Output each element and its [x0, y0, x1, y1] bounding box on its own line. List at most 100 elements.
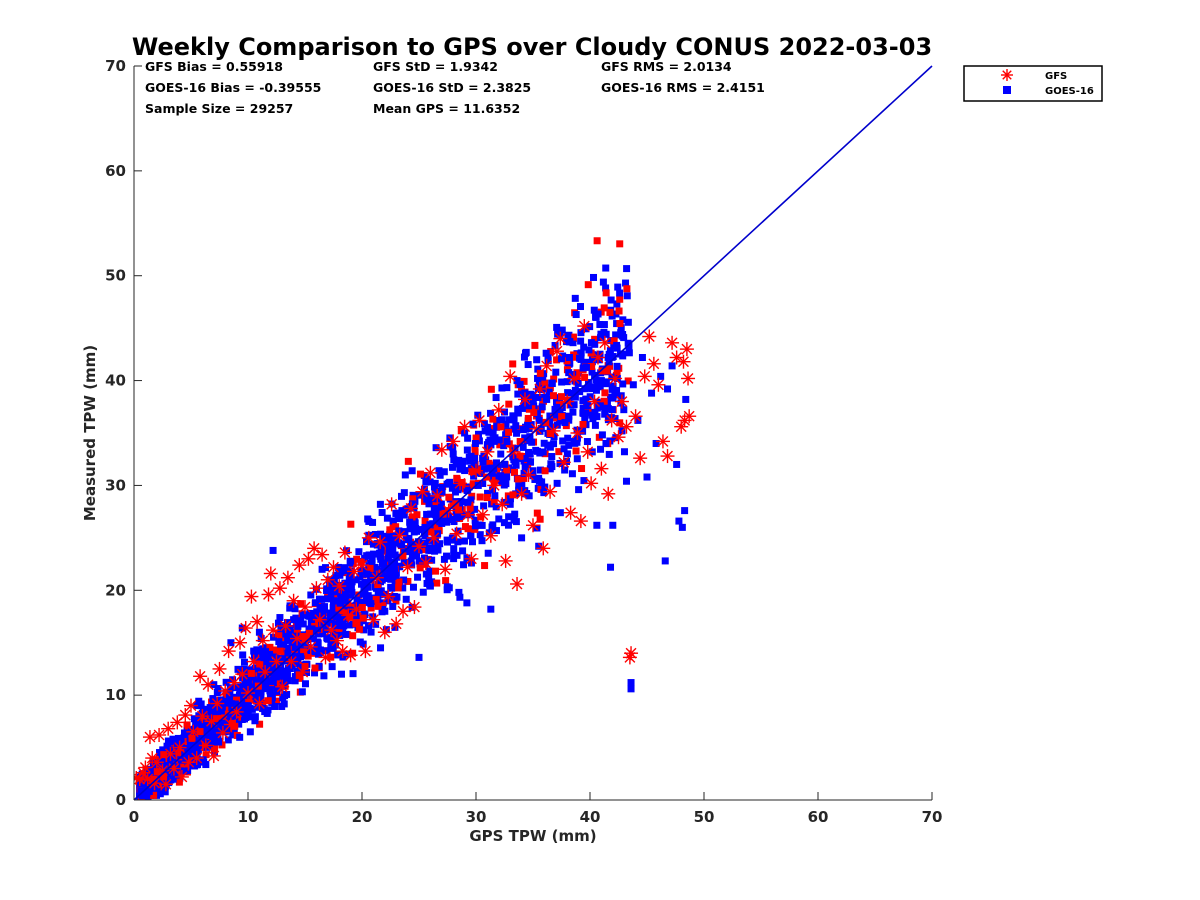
- cloud-point: [386, 531, 394, 539]
- cloud-point: [357, 580, 365, 588]
- cloud-point: [491, 434, 499, 442]
- goes16-point: [561, 419, 569, 427]
- cloud-point: [519, 443, 527, 451]
- cloud-point: [511, 510, 519, 518]
- cloud-point: [243, 685, 251, 693]
- gfs-point: [543, 484, 558, 499]
- cloud-point: [467, 531, 475, 539]
- cloud-point: [476, 493, 484, 501]
- cloud-point: [561, 466, 569, 474]
- gfs-point: [138, 760, 153, 775]
- gfs-point: [349, 602, 364, 617]
- cloud-point: [520, 377, 528, 385]
- cloud-point: [568, 470, 576, 478]
- cloud-point: [496, 441, 504, 449]
- cloud-point: [318, 612, 326, 620]
- stat-sample-size: Sample Size = 29257: [145, 101, 293, 116]
- goes16-point: [643, 473, 651, 481]
- cloud-point: [534, 393, 542, 401]
- cloud-point: [296, 663, 304, 671]
- legend-box: [963, 65, 1103, 102]
- gfs-point: [326, 560, 341, 575]
- cloud-point: [455, 506, 463, 514]
- cloud-point: [551, 342, 559, 350]
- goes16-point: [444, 538, 451, 546]
- cloud-point: [356, 573, 364, 581]
- cloud-point: [488, 469, 496, 477]
- goes16-point: [584, 402, 592, 410]
- cloud-point: [593, 237, 601, 245]
- cloud-point: [464, 498, 472, 506]
- cloud-point: [606, 362, 614, 370]
- cloud-point: [270, 646, 278, 654]
- axes: 0 10 20 30 40 50 60 70 0 10 20 30 40 50 60 70: [105, 57, 942, 826]
- cloud-point: [355, 548, 363, 556]
- cloud-point: [182, 763, 190, 771]
- cloud-point: [535, 474, 543, 482]
- cloud-point: [183, 721, 191, 729]
- cloud-point: [492, 459, 500, 467]
- cloud-point: [558, 413, 566, 421]
- cloud-point: [588, 358, 596, 366]
- cloud-point: [251, 713, 259, 721]
- cloud-point: [516, 452, 524, 460]
- cloud-point: [509, 453, 517, 461]
- goes16-point: [681, 507, 689, 515]
- cloud-point: [577, 349, 585, 357]
- cloud-point: [587, 339, 595, 347]
- goes16-point: [352, 576, 360, 584]
- cloud-point: [301, 662, 309, 670]
- goes16-point: [490, 437, 498, 445]
- goes16-point: [506, 500, 514, 508]
- gfs-point: [198, 738, 213, 753]
- cloud-point: [161, 788, 169, 796]
- cloud-point: [451, 488, 459, 496]
- cloud-point: [446, 443, 454, 451]
- cloud-point: [534, 374, 542, 382]
- goes16-point: [597, 377, 605, 385]
- cloud-point: [604, 405, 612, 413]
- cloud-point: [554, 330, 562, 338]
- gfs-point: [134, 772, 147, 787]
- cloud-point: [573, 369, 581, 377]
- goes16-point: [250, 647, 258, 655]
- cloud-point: [391, 566, 399, 574]
- cloud-point: [374, 602, 382, 610]
- cloud-point: [391, 578, 399, 586]
- cloud-point: [372, 595, 380, 603]
- cloud-point: [503, 473, 511, 481]
- cloud-point: [400, 576, 408, 584]
- gfs-point: [580, 444, 595, 459]
- cloud-point: [247, 683, 255, 691]
- cloud-point: [588, 385, 596, 393]
- cloud-point: [332, 613, 340, 621]
- cloud-point: [400, 511, 408, 519]
- cloud-point: [471, 444, 479, 452]
- cloud-point: [285, 665, 293, 673]
- goes16-point: [513, 377, 521, 385]
- goes16-point: [535, 542, 543, 550]
- gfs-point: [642, 329, 657, 344]
- stat-gfs-std: GFS StD = 1.9342: [373, 59, 498, 74]
- gfs-point: [250, 614, 265, 629]
- cloud-point: [376, 500, 384, 508]
- cloud-point: [514, 475, 522, 483]
- gfs-point: [335, 644, 350, 659]
- gfs-point: [426, 530, 441, 545]
- gfs-point: [341, 608, 356, 623]
- gfs-point: [518, 392, 533, 407]
- gfs-point: [503, 369, 518, 384]
- goes16-point: [648, 389, 656, 397]
- cloud-point: [496, 472, 504, 480]
- cloud-point: [315, 662, 323, 670]
- cloud-point: [608, 353, 616, 361]
- cloud-point: [367, 600, 375, 608]
- cloud-point: [478, 521, 486, 529]
- cloud-point: [553, 421, 561, 429]
- gfs-point: [495, 497, 510, 512]
- cloud-point: [518, 385, 526, 393]
- cloud-point: [401, 528, 409, 536]
- cloud-point: [527, 458, 535, 466]
- cloud-point: [578, 465, 586, 473]
- cloud-point: [450, 483, 458, 491]
